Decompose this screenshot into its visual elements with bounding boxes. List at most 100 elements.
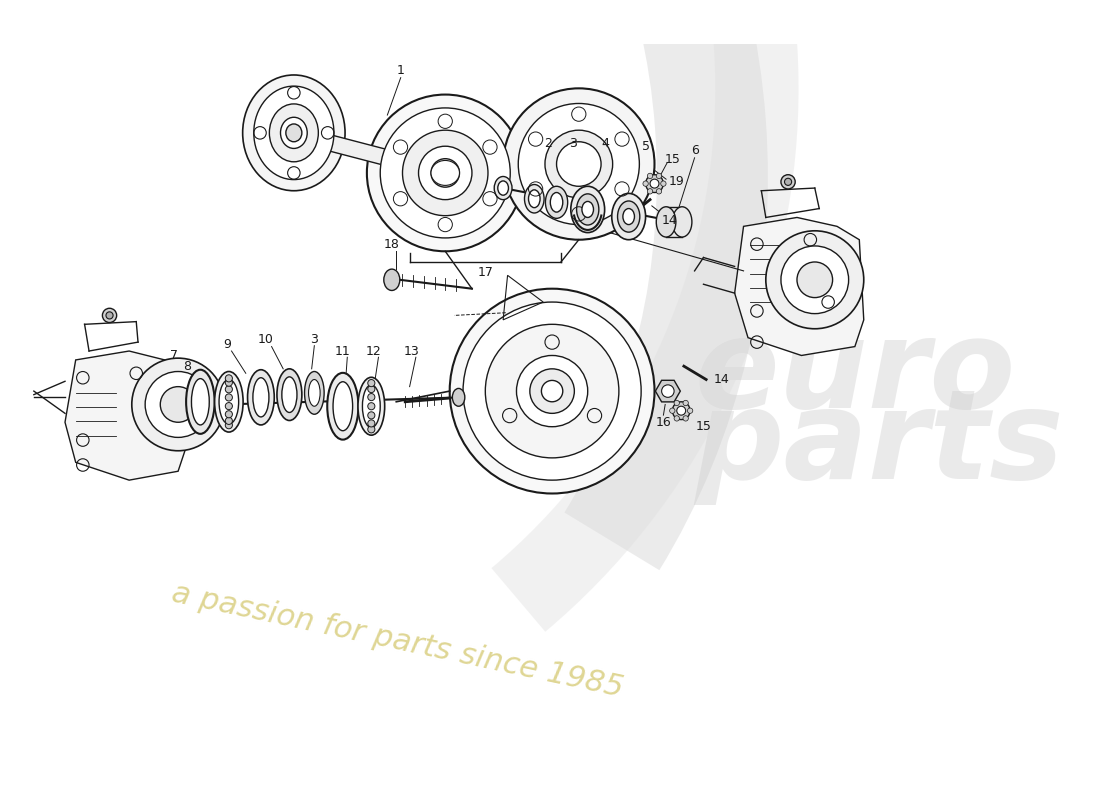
- Ellipse shape: [452, 389, 465, 406]
- Circle shape: [676, 406, 685, 415]
- Circle shape: [367, 379, 375, 386]
- Ellipse shape: [277, 369, 301, 421]
- Text: 3: 3: [310, 333, 318, 346]
- Circle shape: [661, 385, 674, 398]
- Circle shape: [226, 394, 232, 401]
- Ellipse shape: [582, 202, 594, 218]
- Circle shape: [781, 246, 848, 314]
- Circle shape: [766, 231, 864, 329]
- Text: 8: 8: [183, 360, 191, 373]
- Circle shape: [648, 189, 652, 194]
- Circle shape: [541, 381, 563, 402]
- Text: 11: 11: [336, 345, 351, 358]
- Text: 14: 14: [714, 373, 729, 386]
- Ellipse shape: [528, 190, 540, 208]
- Circle shape: [367, 386, 375, 393]
- Text: 5: 5: [642, 140, 650, 153]
- Ellipse shape: [328, 373, 359, 440]
- Ellipse shape: [384, 269, 399, 290]
- Text: 12: 12: [366, 345, 382, 358]
- Ellipse shape: [248, 370, 274, 425]
- Circle shape: [518, 103, 639, 225]
- Text: 9: 9: [223, 338, 231, 351]
- Ellipse shape: [219, 379, 239, 424]
- Ellipse shape: [214, 371, 243, 432]
- Text: 2: 2: [543, 137, 551, 150]
- Circle shape: [674, 400, 680, 406]
- Ellipse shape: [672, 206, 692, 237]
- Polygon shape: [735, 218, 864, 355]
- Ellipse shape: [494, 177, 512, 200]
- Circle shape: [642, 181, 648, 186]
- Circle shape: [226, 402, 232, 410]
- Ellipse shape: [550, 193, 563, 212]
- Circle shape: [648, 174, 652, 178]
- Text: 6: 6: [691, 144, 698, 157]
- Circle shape: [517, 355, 587, 426]
- Circle shape: [557, 142, 601, 186]
- Circle shape: [670, 408, 675, 414]
- Circle shape: [784, 178, 792, 186]
- Ellipse shape: [431, 161, 460, 186]
- Ellipse shape: [270, 104, 318, 162]
- Polygon shape: [656, 380, 680, 402]
- Ellipse shape: [305, 371, 324, 414]
- Circle shape: [463, 302, 641, 480]
- Circle shape: [418, 146, 472, 200]
- Ellipse shape: [576, 194, 598, 225]
- Circle shape: [657, 174, 661, 178]
- Circle shape: [226, 374, 232, 382]
- Ellipse shape: [424, 153, 468, 194]
- Circle shape: [367, 94, 524, 251]
- Text: 18: 18: [384, 238, 399, 250]
- Circle shape: [450, 289, 654, 494]
- Ellipse shape: [362, 385, 381, 428]
- Ellipse shape: [191, 378, 209, 425]
- Polygon shape: [317, 132, 505, 196]
- Ellipse shape: [253, 378, 268, 417]
- Circle shape: [503, 88, 654, 240]
- Ellipse shape: [612, 194, 646, 240]
- Circle shape: [672, 402, 690, 419]
- Circle shape: [161, 386, 196, 422]
- Ellipse shape: [546, 186, 568, 218]
- Polygon shape: [65, 351, 187, 480]
- Text: 19: 19: [669, 175, 684, 188]
- Circle shape: [485, 324, 619, 458]
- Text: 14: 14: [662, 214, 678, 226]
- Circle shape: [226, 410, 232, 418]
- Text: 10: 10: [257, 333, 273, 346]
- Ellipse shape: [657, 206, 675, 237]
- Ellipse shape: [525, 185, 544, 213]
- Text: 17: 17: [477, 266, 493, 279]
- Circle shape: [381, 108, 510, 238]
- Ellipse shape: [358, 378, 385, 435]
- Circle shape: [650, 179, 659, 188]
- Text: 4: 4: [602, 137, 609, 150]
- Circle shape: [674, 416, 680, 421]
- Circle shape: [530, 369, 574, 414]
- Circle shape: [145, 371, 211, 438]
- Text: 7: 7: [169, 349, 177, 362]
- Text: 13: 13: [404, 345, 419, 358]
- Circle shape: [683, 400, 689, 406]
- Circle shape: [661, 181, 667, 186]
- Circle shape: [226, 418, 232, 425]
- Circle shape: [683, 416, 689, 421]
- Circle shape: [102, 308, 117, 322]
- Ellipse shape: [571, 186, 605, 233]
- Circle shape: [657, 189, 661, 194]
- Circle shape: [403, 130, 488, 216]
- Circle shape: [431, 158, 460, 187]
- Text: 1: 1: [397, 64, 405, 77]
- Circle shape: [688, 408, 693, 414]
- Circle shape: [367, 412, 375, 419]
- Circle shape: [226, 379, 232, 386]
- Ellipse shape: [617, 201, 640, 232]
- Ellipse shape: [333, 382, 353, 430]
- Circle shape: [367, 402, 375, 410]
- Circle shape: [544, 130, 613, 198]
- Ellipse shape: [309, 379, 320, 406]
- Circle shape: [367, 394, 375, 401]
- Text: 16: 16: [656, 416, 671, 429]
